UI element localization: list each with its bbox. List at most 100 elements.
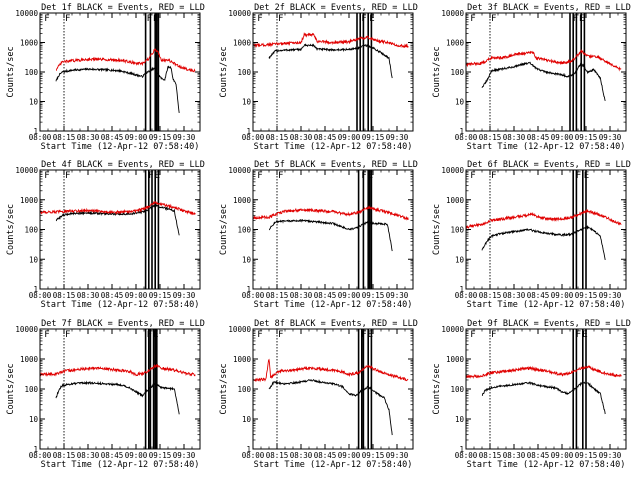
flag-label-0: F [470, 330, 475, 340]
x-tick-label: 08:00 [29, 291, 52, 300]
y-tick-label: 10000 [228, 325, 251, 334]
y-tick-label: 1 [246, 285, 251, 294]
flag-label-1: F [278, 14, 283, 24]
x-axis-label: Start Time (12-Apr-12 07:58:40) [41, 142, 200, 152]
y-tick-label: 100 [237, 226, 251, 235]
x-tick-label: 08:30 [77, 133, 100, 142]
x-tick-label: 08:45 [527, 291, 550, 300]
x-tick-label: 09:15 [362, 133, 385, 142]
y-tick-label: 10 [29, 255, 39, 264]
series-events-line [481, 224, 606, 260]
y-tick-label: 1 [33, 285, 38, 294]
flag-label-2: F [147, 330, 152, 340]
x-tick-label: 08:00 [455, 291, 478, 300]
y-axis-label: Counts/sec [432, 46, 442, 97]
x-tick-label: 08:45 [314, 133, 337, 142]
chart-title: Det 9f BLACK = Events, RED = LLD [467, 319, 631, 329]
x-tick-label: 08:30 [290, 291, 313, 300]
flag-label-3: E [582, 330, 587, 340]
y-axis-label: Counts/sec [219, 204, 229, 255]
y-tick-label: 100 [450, 385, 464, 394]
x-tick-label: 09:00 [125, 133, 148, 142]
x-tick-label: 09:00 [338, 451, 361, 460]
x-tick-label: 08:15 [266, 133, 289, 142]
flag-label-2: F [576, 330, 581, 340]
x-axis-label: Start Time (12-Apr-12 07:58:40) [41, 460, 200, 470]
y-axis-label: Counts/sec [6, 363, 16, 414]
series-events-line [481, 61, 606, 102]
flag-label-1: F [278, 171, 283, 181]
y-axis-label: Counts/sec [6, 204, 16, 255]
x-axis-label: Start Time (12-Apr-12 07:58:40) [254, 300, 413, 310]
x-tick-label: 09:00 [551, 451, 574, 460]
x-tick-label: 08:00 [455, 451, 478, 460]
y-tick-label: 10 [29, 98, 39, 107]
y-tick-label: 1000 [233, 355, 252, 364]
x-tick-label: 08:15 [479, 451, 502, 460]
x-tick-label: 08:30 [77, 451, 100, 460]
flag-label-1: F [491, 14, 496, 24]
series-events-line [55, 203, 180, 236]
x-tick-label: 09:15 [362, 291, 385, 300]
plot-area [40, 170, 196, 289]
flag-label-0: F [44, 14, 49, 24]
axes-frame [252, 169, 414, 290]
y-tick-label: 1000 [446, 196, 465, 205]
x-axis-label: Start Time (12-Apr-12 07:58:40) [467, 142, 626, 152]
x-tick-label: 09:00 [338, 291, 361, 300]
flag-label-0: F [470, 14, 475, 24]
x-tick-label: 09:30 [386, 451, 409, 460]
y-tick-label: 10000 [441, 166, 464, 175]
x-tick-label: 08:15 [266, 291, 289, 300]
flag-label-2: F [361, 171, 366, 181]
x-tick-label: 08:45 [314, 291, 337, 300]
y-tick-label: 1 [246, 127, 251, 136]
plot-area [40, 329, 196, 449]
series-lld-line [40, 200, 196, 216]
y-tick-label: 10 [242, 415, 252, 424]
x-tick-label: 08:15 [479, 291, 502, 300]
x-tick-label: 09:30 [386, 291, 409, 300]
flag-label-0: F [44, 330, 49, 340]
x-tick-label: 08:00 [29, 133, 52, 142]
x-tick-label: 08:00 [242, 291, 265, 300]
chart-title: Det 5f BLACK = Events, RED = LLD [254, 160, 418, 170]
plot-area [253, 170, 409, 289]
y-tick-label: 1 [33, 127, 38, 136]
flag-label-2: F [148, 171, 153, 181]
x-tick-label: 09:30 [599, 133, 622, 142]
flag-label-0: F [470, 171, 475, 181]
flag-label-3: E [584, 171, 589, 181]
x-tick-label: 08:45 [101, 291, 124, 300]
y-tick-label: 1 [459, 127, 464, 136]
y-tick-label: 10 [29, 415, 39, 424]
x-tick-label: 08:30 [503, 291, 526, 300]
series-lld-line [55, 48, 196, 73]
chart-title: Det 8f BLACK = Events, RED = LLD [254, 319, 418, 329]
series-events-line [55, 65, 180, 113]
flag-label-1: F [491, 171, 496, 181]
flag-label-2: F [147, 14, 152, 24]
flag-label-1: F [278, 330, 283, 340]
y-tick-label: 1000 [446, 355, 465, 364]
x-tick-label: 08:45 [101, 133, 124, 142]
flag-label-3: E [368, 171, 373, 181]
y-tick-label: 10000 [228, 9, 251, 18]
y-tick-label: 100 [237, 68, 251, 77]
x-tick-label: 09:30 [386, 133, 409, 142]
x-tick-label: 08:45 [314, 451, 337, 460]
y-tick-label: 10000 [228, 166, 251, 175]
y-tick-label: 1 [459, 285, 464, 294]
series-lld-line [466, 365, 622, 379]
chart-title: Det 4f BLACK = Events, RED = LLD [41, 160, 205, 170]
y-tick-label: 100 [450, 226, 464, 235]
y-tick-label: 10 [242, 98, 252, 107]
series-lld-line [253, 358, 409, 383]
plot-area [466, 170, 622, 289]
x-tick-label: 08:15 [53, 451, 76, 460]
